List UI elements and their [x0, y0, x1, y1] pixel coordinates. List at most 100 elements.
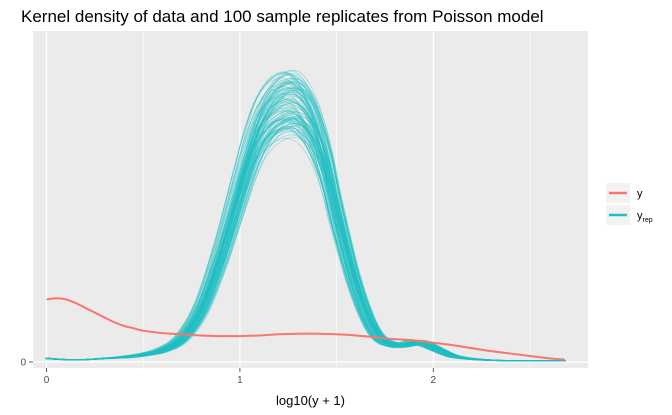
- yrep-replicate-line: [46, 116, 566, 362]
- yrep-replicate-line: [46, 92, 565, 362]
- yrep-replicate-line: [45, 118, 565, 362]
- yrep-replicate-line: [47, 116, 567, 362]
- yrep-replicate-line: [45, 97, 564, 362]
- yrep-replicate-line: [47, 122, 567, 362]
- yrep-replicate-line: [45, 86, 564, 362]
- yrep-replicate-line: [46, 111, 565, 362]
- yrep-replicate-line: [47, 125, 566, 362]
- y-line: [46, 297, 565, 361]
- x-tick-label: 2: [431, 375, 437, 386]
- yrep-series: [45, 69, 567, 362]
- yrep-replicate-line: [46, 73, 565, 362]
- yrep-replicate-line: [47, 69, 566, 362]
- yrep-replicate-line: [46, 127, 566, 362]
- yrep-replicate-line: [46, 118, 565, 362]
- x-tick-label: 0: [44, 375, 50, 386]
- yrep-replicate-line: [46, 117, 566, 362]
- legend-label-yrep: yrep: [637, 210, 653, 224]
- legend-label-y: y: [637, 188, 643, 200]
- yrep-replicate-line: [45, 127, 565, 362]
- yrep-replicate-line: [45, 72, 564, 362]
- yrep-replicate-line: [47, 107, 566, 362]
- yrep-replicate-line: [46, 127, 566, 362]
- yrep-replicate-line: [47, 120, 566, 362]
- yrep-replicate-line: [47, 119, 566, 362]
- yrep-replicate-line: [46, 95, 565, 362]
- yrep-replicate-line: [47, 81, 566, 362]
- yrep-replicate-line: [47, 112, 566, 362]
- yrep-replicate-line: [47, 118, 566, 362]
- yrep-replicate-line: [47, 111, 566, 362]
- yrep-replicate-line: [45, 93, 564, 362]
- yrep-replicate-line: [46, 78, 565, 362]
- yrep-replicate-line: [47, 81, 567, 362]
- yrep-replicate-line: [47, 87, 566, 362]
- yrep-replicate-line: [45, 101, 564, 362]
- yrep-replicate-line: [45, 104, 564, 362]
- yrep-replicate-line: [46, 116, 565, 362]
- yrep-replicate-line: [47, 93, 566, 362]
- yrep-replicate-line: [45, 82, 564, 362]
- yrep-replicate-line: [47, 80, 566, 362]
- yrep-replicate-line: [46, 88, 565, 362]
- yrep-replicate-line: [47, 90, 566, 362]
- yrep-replicate-line: [46, 106, 565, 362]
- yrep-replicate-line: [47, 87, 566, 362]
- yrep-replicate-line: [45, 89, 564, 362]
- yrep-replicate-line: [47, 123, 566, 362]
- x-axis-title: log10(y + 1): [276, 393, 345, 408]
- yrep-replicate-line: [46, 82, 566, 362]
- yrep-replicate-line: [45, 100, 565, 362]
- yrep-replicate-line: [46, 70, 565, 362]
- yrep-replicate-line: [47, 77, 566, 362]
- yrep-replicate-line: [45, 110, 564, 362]
- yrep-replicate-line: [45, 127, 564, 362]
- yrep-replicate-line: [47, 88, 566, 362]
- yrep-replicate-line: [45, 130, 565, 362]
- yrep-replicate-line: [45, 125, 564, 362]
- yrep-replicate-line: [46, 94, 566, 362]
- legend: y yrep: [606, 183, 653, 225]
- yrep-replicate-line: [46, 116, 565, 362]
- yrep-replicate-line: [46, 122, 565, 362]
- yrep-replicate-line: [47, 73, 566, 362]
- yrep-replicate-line: [47, 110, 566, 362]
- yrep-replicate-line: [47, 134, 566, 362]
- yrep-replicate-line: [45, 120, 564, 362]
- chart-title: Kernel density of data and 100 sample re…: [21, 7, 544, 26]
- yrep-replicate-line: [45, 128, 565, 362]
- grid-lines: [33, 31, 588, 368]
- yrep-replicate-line: [47, 101, 566, 362]
- yrep-replicate-line: [47, 91, 566, 362]
- yrep-replicate-line: [47, 136, 566, 362]
- yrep-replicate-line: [46, 98, 565, 362]
- yrep-replicate-line: [47, 117, 566, 362]
- yrep-replicate-line: [46, 102, 566, 362]
- axis-ticks: 0 1 2 0: [20, 357, 436, 386]
- yrep-replicate-line: [45, 72, 564, 362]
- yrep-replicate-line: [47, 130, 566, 362]
- yrep-replicate-line: [46, 91, 566, 362]
- yrep-replicate-line: [47, 114, 566, 362]
- yrep-replicate-line: [46, 82, 565, 362]
- yrep-replicate-line: [47, 86, 566, 362]
- yrep-replicate-line: [46, 83, 565, 362]
- x-tick-label: 1: [237, 375, 243, 386]
- y-tick-label: 0: [20, 357, 26, 368]
- yrep-replicate-line: [46, 81, 565, 362]
- yrep-replicate-line: [46, 110, 565, 362]
- yrep-replicate-line: [46, 71, 565, 362]
- yrep-replicate-line: [45, 118, 564, 362]
- yrep-replicate-line: [45, 77, 564, 362]
- y-series: [46, 297, 565, 361]
- yrep-replicate-line: [46, 99, 565, 362]
- yrep-replicate-line: [47, 89, 567, 362]
- yrep-replicate-line: [46, 116, 565, 362]
- yrep-replicate-line: [47, 87, 566, 362]
- yrep-replicate-line: [45, 126, 565, 362]
- yrep-replicate-line: [46, 100, 565, 362]
- yrep-replicate-line: [47, 124, 566, 362]
- yrep-replicate-line: [47, 78, 566, 362]
- yrep-replicate-line: [45, 137, 564, 362]
